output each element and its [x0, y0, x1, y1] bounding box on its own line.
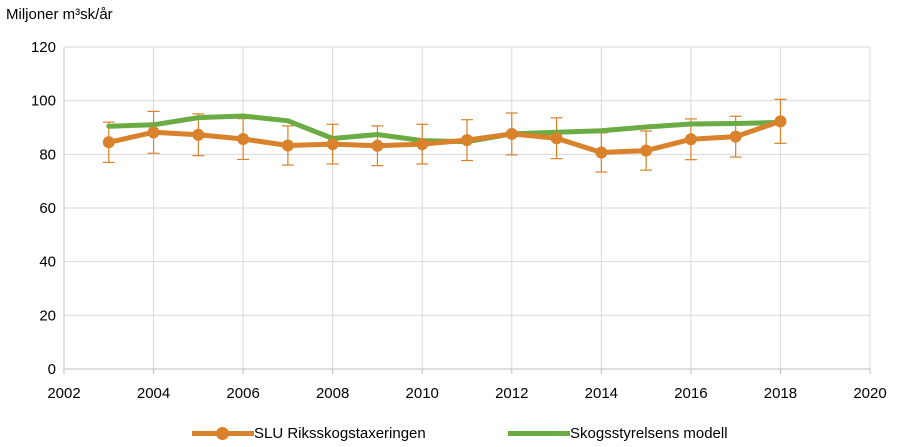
data-point [595, 146, 608, 159]
legend-swatch-skogsstyrelsen [508, 424, 570, 442]
data-point [237, 133, 250, 146]
y-tick-label: 40 [39, 254, 56, 271]
data-point [371, 139, 384, 152]
line-chart: 0 20 40 60 80 100 120 2002 2004 2006 2008 2010 2012… [31, 39, 887, 402]
series-markers [102, 115, 787, 159]
x-tick-label: 2010 [406, 385, 439, 402]
grid-lines [64, 46, 871, 369]
data-point [505, 127, 518, 140]
axes [63, 47, 871, 374]
data-point [729, 130, 742, 143]
data-point [550, 132, 563, 145]
series-lines [106, 113, 783, 155]
data-point [326, 138, 339, 151]
data-point [192, 128, 205, 141]
x-tick-label: 2014 [585, 385, 618, 402]
y-tick-label: 120 [31, 39, 56, 56]
x-tick-label: 2020 [853, 385, 886, 402]
y-tick-labels: 0 20 40 60 80 100 120 [31, 39, 56, 378]
x-tick-label: 2008 [316, 385, 349, 402]
data-point [684, 133, 697, 146]
x-tick-label: 2004 [137, 385, 170, 402]
x-tick-label: 2002 [47, 385, 80, 402]
x-tick-label: 2018 [764, 385, 797, 402]
data-point [416, 138, 429, 151]
x-tick-labels: 2002 2004 2006 2008 2010 2012 2014 2016 2018 2020 [47, 385, 886, 402]
legend-item-skogsstyrelsen: Skogsstyrelsens modell [508, 424, 728, 442]
y-tick-label: 80 [39, 146, 56, 163]
series-line-0 [106, 118, 783, 155]
data-point [147, 126, 160, 139]
legend: SLU Riksskogstaxeringen Skogsstyrelsens … [0, 424, 898, 446]
x-tick-label: 2006 [226, 385, 259, 402]
x-tick-label: 2016 [674, 385, 707, 402]
legend-label-skogsstyrelsen: Skogsstyrelsens modell [570, 424, 728, 442]
data-point [281, 139, 294, 152]
data-point [102, 136, 115, 149]
legend-label-slu: SLU Riksskogstaxeringen [254, 424, 426, 442]
y-tick-label: 60 [39, 200, 56, 217]
data-point [774, 115, 787, 128]
y-tick-label: 20 [39, 307, 56, 324]
legend-item-slu: SLU Riksskogstaxeringen [192, 424, 426, 442]
y-axis-unit-label: Miljoner m³sk/år [6, 6, 113, 23]
data-point [640, 144, 653, 157]
legend-swatch-slu [192, 424, 254, 442]
y-tick-label: 100 [31, 93, 56, 110]
x-tick-label: 2012 [495, 385, 528, 402]
data-point [461, 134, 473, 147]
y-tick-label: 0 [48, 361, 56, 378]
